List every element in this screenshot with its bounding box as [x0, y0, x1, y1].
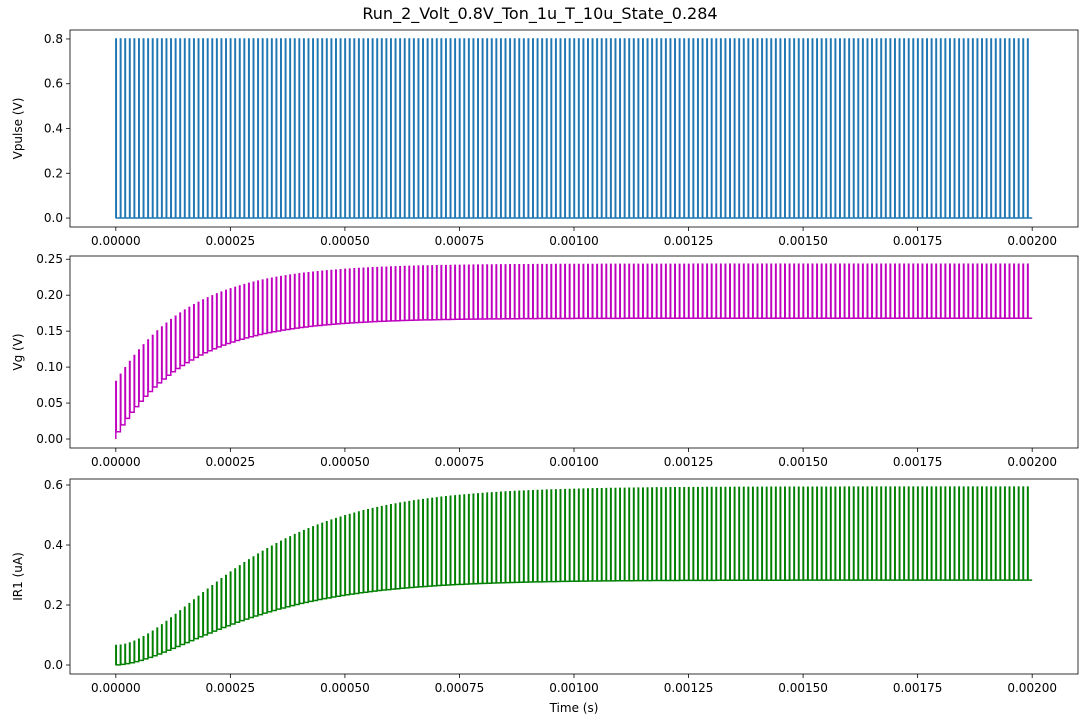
y-axis-label: IR1 (uA) [11, 552, 25, 601]
panel-vg: 0.00000 0.00025 0.00050 0.00075 0.00100 0.001… [11, 252, 1079, 469]
y-tick-label: 0.2 [44, 598, 63, 612]
y-tick-label: 0.8 [44, 32, 63, 46]
x-tick-label: 0.00175 [893, 455, 943, 469]
x-tick-label: 0.00100 [549, 681, 599, 695]
y-tick-label: 0.10 [36, 360, 63, 374]
y-tick-label: 0.4 [44, 122, 63, 136]
y-axis-label: Vpulse (V) [11, 98, 25, 160]
series-line-0 [115, 263, 1033, 440]
y-tick-label: 0.20 [36, 288, 63, 302]
x-tick-label: 0.00050 [320, 234, 370, 248]
y-tick-label: 0.05 [36, 396, 63, 410]
series-line-0 [115, 38, 1033, 219]
x-tick-label: 0.00150 [778, 681, 828, 695]
y-tick-label: 0.4 [44, 538, 63, 552]
x-tick-label: 0.00125 [664, 234, 714, 248]
y-tick-label: 0.0 [44, 211, 63, 225]
x-axis-label: Time (s) [549, 701, 599, 715]
panel-ir1: 0.00000 0.00025 0.00050 0.00075 0.00100 0.001… [11, 478, 1079, 715]
x-tick-label: 0.00125 [664, 681, 714, 695]
x-tick-label: 0.00025 [206, 681, 256, 695]
y-tick-label: 0.00 [36, 432, 63, 446]
x-tick-label: 0.00025 [206, 455, 256, 469]
figure-title: Run_2_Volt_0.8V_Ton_1u_T_10u_State_0.284 [362, 4, 717, 24]
x-tick-label: 0.00025 [206, 234, 256, 248]
y-tick-label: 0.15 [36, 324, 63, 338]
x-tick-label: 0.00125 [664, 455, 714, 469]
x-tick-label: 0.00000 [91, 234, 141, 248]
x-tick-label: 0.00075 [435, 455, 485, 469]
x-tick-label: 0.00000 [91, 455, 141, 469]
panel-vpulse: 0.00000 0.00025 0.00050 0.00075 0.00100 0.001… [11, 29, 1079, 248]
y-tick-label: 0.6 [44, 478, 63, 492]
x-tick-label: 0.00150 [778, 455, 828, 469]
y-tick-label: 0.2 [44, 166, 63, 180]
x-tick-label: 0.00175 [893, 681, 943, 695]
x-tick-label: 0.00175 [893, 234, 943, 248]
x-tick-label: 0.00150 [778, 234, 828, 248]
y-axis-label: Vg (V) [11, 333, 25, 370]
x-tick-label: 0.00100 [549, 455, 599, 469]
y-tick-label: 0.6 [44, 77, 63, 91]
y-tick-label: 0.25 [36, 252, 63, 266]
x-tick-label: 0.00000 [91, 681, 141, 695]
x-tick-label: 0.00100 [549, 234, 599, 248]
series-line-0 [115, 486, 1033, 666]
x-tick-label: 0.00075 [435, 234, 485, 248]
x-tick-label: 0.00050 [320, 455, 370, 469]
x-tick-label: 0.00200 [1007, 234, 1057, 248]
x-tick-label: 0.00200 [1007, 681, 1057, 695]
x-tick-label: 0.00075 [435, 681, 485, 695]
x-tick-label: 0.00200 [1007, 455, 1057, 469]
y-tick-label: 0.0 [44, 658, 63, 672]
x-tick-label: 0.00050 [320, 681, 370, 695]
